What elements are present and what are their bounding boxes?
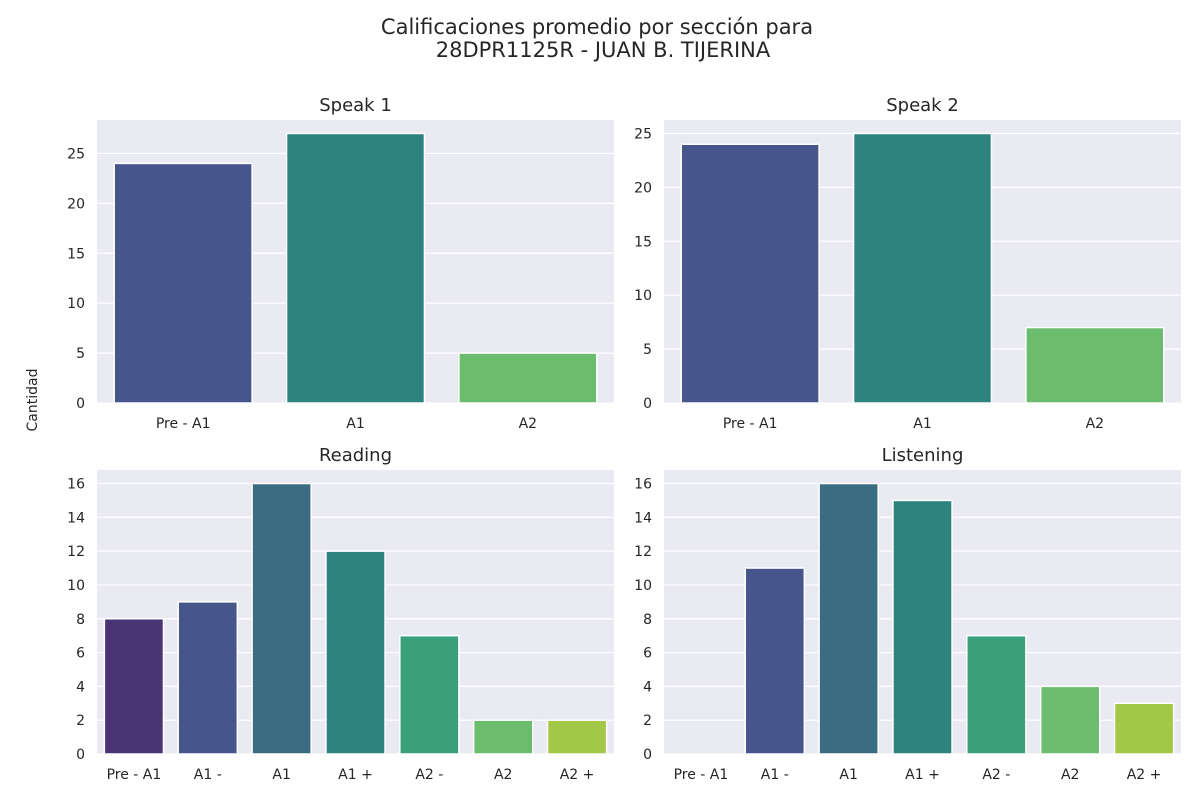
x-tick-label: A2 + [1127,767,1162,783]
x-tick-label: Pre - A1 [107,767,162,783]
bar [113,162,253,404]
bar [892,499,953,755]
panel-title: Speak 1 [319,95,392,116]
y-tick-label: 10 [634,578,652,594]
x-tick-label: A2 [519,416,537,432]
figure-title-line-2: 28DPR1125R - JUAN B. TIJERINA [436,38,771,62]
panel-title: Reading [319,445,392,466]
x-tick-label: A2 + [560,767,595,783]
y-axis-label: Cantidad [25,369,41,432]
x-tick-label: A1 [913,416,931,432]
bar [103,618,165,755]
y-tick-label: 15 [634,234,652,250]
y-tick-label: 15 [67,246,85,262]
y-tick-label: 5 [643,342,652,358]
bar [546,719,608,755]
x-tick-label: A1 [272,767,290,783]
bar [966,634,1027,755]
chart-panel: 0 2 4 6 8 10 12 14 16 Pre - A1 A1 - A1 A1 + A2 - A2 A2 … [67,445,614,783]
y-tick-label: 14 [67,510,85,526]
bar [1025,326,1165,404]
y-tick-label: 0 [643,747,652,763]
x-tick-label: A2 [494,767,512,783]
bar [680,143,820,404]
y-tick-label: 5 [76,346,85,362]
bar [399,634,460,755]
x-tick-label: A1 [839,767,857,783]
y-tick-label: 4 [76,679,85,695]
y-tick-label: 0 [76,396,85,412]
chart-panel: 0 5 10 15 20 25 Pre - A1 A1 A2 Speak 2 [634,95,1181,432]
y-tick-label: 12 [634,544,652,560]
x-tick-label: A1 + [905,767,940,783]
bar [1039,685,1101,755]
x-tick-label: Pre - A1 [723,416,778,432]
y-tick-label: 20 [634,180,652,196]
panel-title: Speak 2 [886,95,959,116]
bar [458,352,598,404]
x-tick-label: A2 [1086,416,1104,432]
panel-title: Listening [882,445,964,466]
y-tick-label: 10 [634,288,652,304]
y-tick-label: 12 [67,544,85,560]
chart-panel: 0 5 10 15 20 25 Pre - A1 A1 A2 Speak 1 [67,95,614,432]
y-tick-label: 8 [76,612,85,628]
chart-panel: 0 2 4 6 8 10 12 14 16 Pre - A1 A1 - A1 A1 + A2 - A2 A2 … [634,445,1181,783]
bar [472,719,534,755]
y-tick-label: 0 [643,396,652,412]
y-tick-label: 2 [76,713,85,729]
y-tick-label: 6 [76,646,85,662]
bar [852,132,993,404]
bar [1113,702,1175,755]
x-tick-label: A2 [1061,767,1079,783]
bar [251,482,312,755]
y-tick-label: 16 [67,477,85,493]
x-tick-label: A1 - [194,767,222,783]
y-tick-label: 0 [76,747,85,763]
y-tick-label: 20 [67,196,85,212]
figure-title-line-1: Calificaciones promedio por sección para [381,15,813,39]
y-tick-label: 8 [643,612,652,628]
x-tick-label: A2 - [982,767,1010,783]
y-tick-label: 6 [643,646,652,662]
bar [325,550,386,755]
y-tick-label: 14 [634,510,652,526]
y-tick-label: 25 [67,146,85,162]
x-tick-label: Pre - A1 [674,767,729,783]
y-tick-label: 25 [634,126,652,142]
x-tick-label: A1 + [338,767,373,783]
y-tick-label: 16 [634,477,652,493]
y-tick-label: 4 [643,679,652,695]
x-tick-label: A2 - [415,767,443,783]
x-tick-label: A1 [346,416,364,432]
y-tick-label: 10 [67,578,85,594]
bar [818,482,879,755]
y-tick-label: 10 [67,296,85,312]
y-tick-label: 2 [643,713,652,729]
x-tick-label: Pre - A1 [156,416,211,432]
bar [285,132,426,404]
bar [177,601,239,755]
bar [744,567,806,755]
x-tick-label: A1 - [761,767,789,783]
